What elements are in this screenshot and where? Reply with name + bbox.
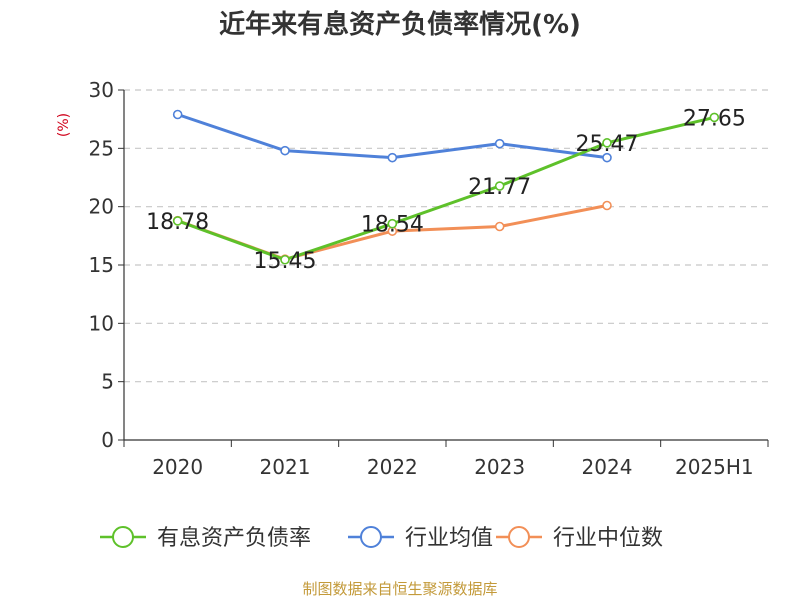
- data-point: [494, 138, 505, 149]
- x-tick-label: 2022: [367, 455, 418, 479]
- data-point: [602, 152, 612, 163]
- y-axis-label: (%): [56, 113, 72, 137]
- data-point: [602, 200, 612, 211]
- data-label: 21.77: [468, 175, 531, 200]
- data-labels: 18.78 15.45 18.54 21.77 25.47 27.65: [146, 106, 746, 273]
- legend: 有息资产负债率 行业均值 行业中位数: [100, 526, 663, 551]
- series-line: [176, 113, 609, 160]
- data-point: [494, 181, 505, 191]
- data-point: [494, 221, 505, 232]
- x-tick-label: 2024: [582, 455, 633, 479]
- legend-marker: [112, 526, 134, 548]
- y-tick-label: 10: [89, 311, 114, 335]
- data-label: 15.45: [254, 249, 317, 274]
- y-tick-label: 15: [89, 253, 114, 277]
- y-tick-label: 30: [89, 78, 114, 102]
- data-point: [280, 145, 290, 156]
- data-point: [172, 109, 183, 120]
- x-tick-label: 2025H1: [675, 455, 754, 479]
- legend-label: 行业均值: [405, 526, 493, 551]
- data-point: [709, 112, 720, 123]
- legend-marker: [360, 526, 382, 548]
- legend-item: 有息资产负债率: [100, 526, 311, 551]
- data-point: [602, 138, 612, 148]
- data-point: [387, 218, 398, 229]
- source-note: 制图数据来自恒生聚源数据库: [302, 580, 498, 598]
- data-point: [387, 152, 398, 163]
- grid-lines: [124, 89, 768, 383]
- legend-label: 行业中位数: [553, 526, 663, 551]
- legend-label: 有息资产负债率: [157, 526, 311, 551]
- x-tick-label: 2020: [152, 455, 203, 479]
- legend-item: 行业中位数: [496, 526, 663, 551]
- y-tick-label: 20: [89, 195, 114, 219]
- y-tick-label: 5: [101, 370, 114, 394]
- series-layer: [172, 109, 720, 265]
- data-point: [280, 254, 290, 265]
- data-label: 25.47: [576, 132, 639, 157]
- series-line: [176, 115, 716, 262]
- data-label: 18.78: [146, 210, 209, 235]
- y-tick-label: 25: [89, 136, 114, 160]
- data-point: [172, 216, 183, 226]
- x-tick-label: 2021: [260, 455, 311, 479]
- legend-item: 行业均值: [348, 526, 493, 551]
- legend-marker: [508, 526, 530, 548]
- data-label: 27.65: [683, 106, 746, 131]
- y-tick-label: 0: [101, 428, 114, 452]
- chart-title: 近年来有息资产负债率情况(%): [219, 10, 581, 40]
- axes: 0 5 10 15 20 25 30 (%) 2020 2021 2022 2023 2024 2025H…: [56, 78, 769, 479]
- x-tick-label: 2023: [474, 455, 525, 479]
- data-label: 18.54: [361, 213, 424, 238]
